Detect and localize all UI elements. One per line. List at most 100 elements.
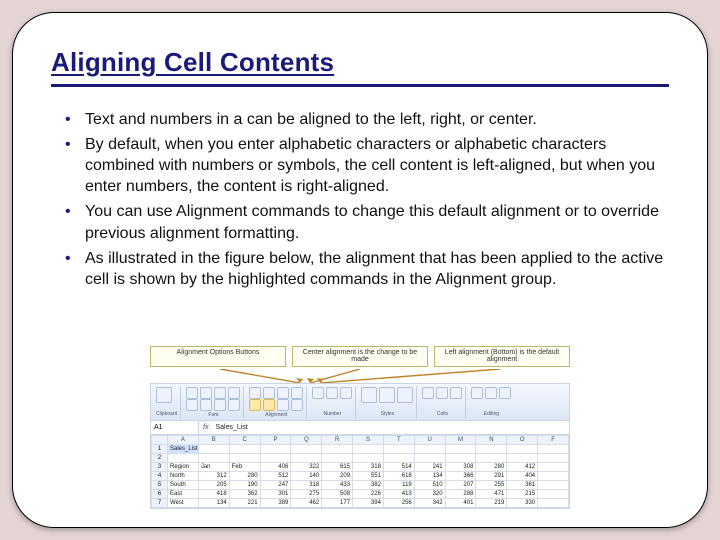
sort-icon bbox=[485, 387, 497, 399]
cell: 320 bbox=[414, 490, 445, 499]
ribbon-group-styles: Styles bbox=[358, 386, 417, 418]
cell: 205 bbox=[198, 481, 229, 490]
col-header: T bbox=[383, 436, 414, 445]
ribbon-group-clipboard: Clipboard bbox=[153, 386, 181, 418]
cell bbox=[168, 454, 199, 463]
cell: 382 bbox=[353, 481, 384, 490]
name-box: A1 bbox=[151, 421, 199, 434]
cell: 412 bbox=[507, 463, 538, 472]
bullet-item: Text and numbers in a can be aligned to … bbox=[59, 109, 669, 130]
cell: 615 bbox=[322, 463, 353, 472]
font-icon bbox=[228, 387, 240, 399]
cell: 361 bbox=[507, 481, 538, 490]
align-top-icon bbox=[249, 387, 261, 399]
cell: 221 bbox=[229, 499, 260, 508]
find-icon bbox=[499, 387, 511, 399]
cell: 508 bbox=[322, 490, 353, 499]
cell bbox=[538, 454, 569, 463]
cell: North bbox=[168, 472, 199, 481]
cell: 406 bbox=[260, 463, 291, 472]
cell bbox=[383, 445, 414, 454]
table-row: 6East418362301275508226413320288471215 bbox=[152, 490, 569, 499]
cell bbox=[198, 445, 229, 454]
insert-icon bbox=[422, 387, 434, 399]
cell: 280 bbox=[229, 472, 260, 481]
cell: 247 bbox=[260, 481, 291, 490]
cell bbox=[507, 445, 538, 454]
cell: 288 bbox=[445, 490, 476, 499]
cell: 512 bbox=[260, 472, 291, 481]
cell: 401 bbox=[445, 499, 476, 508]
cell: 418 bbox=[198, 490, 229, 499]
table-row: 1Sales_List bbox=[152, 445, 569, 454]
ribbon-group-label: Number bbox=[312, 411, 352, 417]
table-row: 7West134221389462177394256342401219330 bbox=[152, 499, 569, 508]
cell: 275 bbox=[291, 490, 322, 499]
col-header: B bbox=[198, 436, 229, 445]
col-header: F bbox=[538, 436, 569, 445]
ribbon-group-font: Font bbox=[183, 386, 244, 418]
bold-icon bbox=[186, 399, 198, 411]
ribbon-group-label: Editing bbox=[471, 411, 511, 417]
table-row: 5South205190247318433382119510207255361 bbox=[152, 481, 569, 490]
col-header: Q bbox=[291, 436, 322, 445]
orientation-icon bbox=[291, 387, 303, 399]
row-header: 3 bbox=[152, 463, 168, 472]
align-right-icon bbox=[277, 399, 289, 411]
ribbon-group-cells: Cells bbox=[419, 386, 466, 418]
cell: 301 bbox=[260, 490, 291, 499]
cell: 308 bbox=[445, 463, 476, 472]
callout-center-alignment: Center alignment is the change to be mad… bbox=[292, 346, 428, 367]
cell bbox=[198, 454, 229, 463]
col-header: P bbox=[260, 436, 291, 445]
cell bbox=[538, 472, 569, 481]
table-format-icon bbox=[379, 387, 395, 403]
excel-ribbon: Clipboard Font bbox=[150, 383, 570, 421]
cell bbox=[260, 445, 291, 454]
font-icon bbox=[200, 387, 212, 399]
ribbon-group-editing: Editing bbox=[468, 386, 514, 418]
cell: 366 bbox=[445, 472, 476, 481]
cell bbox=[322, 454, 353, 463]
figure: Alignment Options Buttons Center alignme… bbox=[150, 346, 570, 509]
ribbon-group-label: Alignment bbox=[249, 412, 303, 417]
table-row: 4North312280512140209551618134366291404 bbox=[152, 472, 569, 481]
indent-icon bbox=[291, 399, 303, 411]
cell bbox=[291, 454, 322, 463]
col-header: U bbox=[414, 436, 445, 445]
cell: 209 bbox=[322, 472, 353, 481]
cell: West bbox=[168, 499, 199, 508]
cell: 318 bbox=[291, 481, 322, 490]
align-bottom-icon bbox=[277, 387, 289, 399]
row-header: 4 bbox=[152, 472, 168, 481]
cell: 389 bbox=[260, 499, 291, 508]
align-middle-icon bbox=[263, 387, 275, 399]
paste-icon bbox=[156, 387, 172, 403]
cell: 413 bbox=[383, 490, 414, 499]
worksheet: ABCPQRSTUMNOF 1Sales_List23RegionJanFeb4… bbox=[150, 435, 570, 509]
cell: 322 bbox=[291, 463, 322, 472]
cell: 394 bbox=[353, 499, 384, 508]
slide-title: Aligning Cell Contents bbox=[51, 47, 669, 87]
cell bbox=[507, 454, 538, 463]
cell: 330 bbox=[507, 499, 538, 508]
callout-alignment-options: Alignment Options Buttons bbox=[150, 346, 286, 367]
cell: 291 bbox=[476, 472, 507, 481]
align-center-icon bbox=[263, 399, 275, 411]
row-header: 5 bbox=[152, 481, 168, 490]
ribbon-group-label: Font bbox=[186, 412, 240, 417]
cell bbox=[229, 445, 260, 454]
delete-icon bbox=[436, 387, 448, 399]
ribbon-group-label: Clipboard bbox=[156, 411, 177, 417]
align-left-icon bbox=[249, 399, 261, 411]
cell bbox=[476, 454, 507, 463]
cell: 140 bbox=[291, 472, 322, 481]
cell bbox=[538, 490, 569, 499]
col-header-row: ABCPQRSTUMNOF bbox=[152, 436, 569, 445]
cell: 241 bbox=[414, 463, 445, 472]
cell: 190 bbox=[229, 481, 260, 490]
cell bbox=[414, 454, 445, 463]
bullet-item: As illustrated in the figure below, the … bbox=[59, 248, 669, 290]
ribbon-group-number: Number bbox=[309, 386, 356, 418]
cell: 134 bbox=[198, 499, 229, 508]
